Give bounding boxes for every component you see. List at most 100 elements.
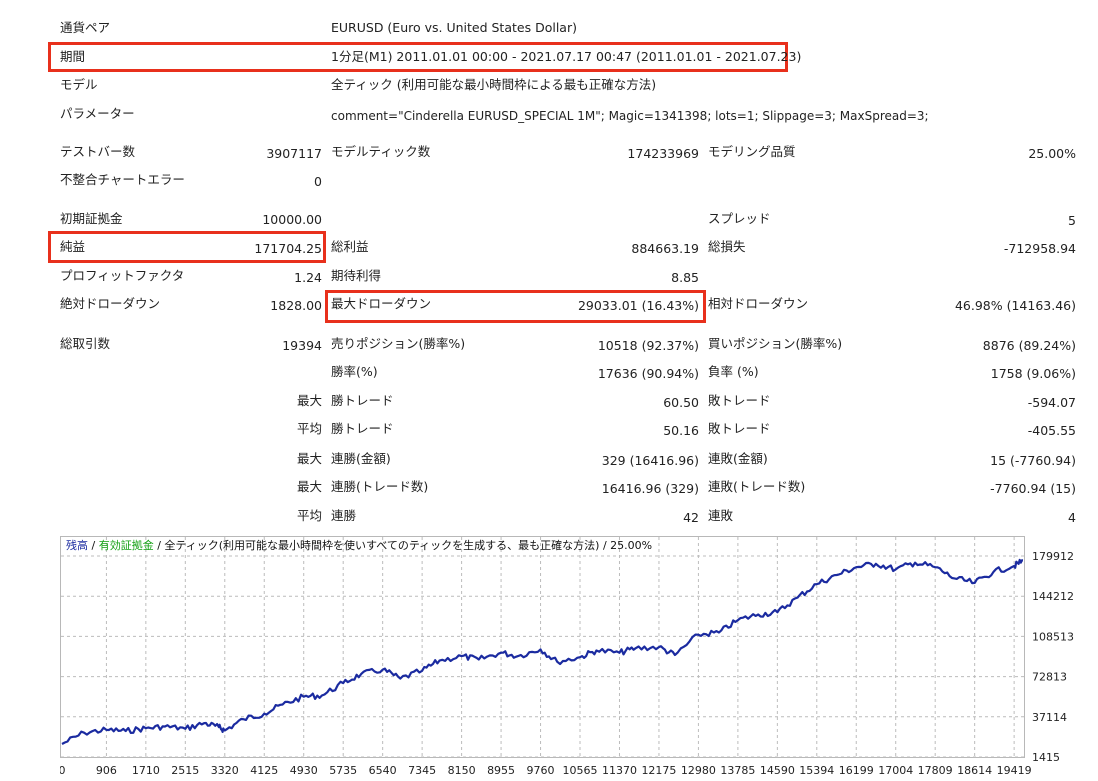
x-tick-label: 7345 — [408, 764, 436, 777]
initial-deposit-label: 初期証拠金 — [60, 211, 123, 226]
y-tick-label: 179912 — [1032, 550, 1074, 563]
x-tick-label: 11370 — [602, 764, 637, 777]
legend-model: 全ティック(利用可能な最小時間枠を使いすべてのティックを生成する、最も正確な方法… — [164, 539, 600, 552]
legend-balance: 残高 — [66, 539, 88, 552]
symbol-value: EURUSD (Euro vs. United States Dollar) — [331, 20, 577, 35]
max-consecutive-count-prefix: 最大 — [296, 479, 322, 494]
legend-separator: / — [88, 539, 99, 552]
absolute-drawdown-value: 1828.00 — [270, 298, 322, 313]
max-consecutive-win-value: 329 (16416.96) — [601, 453, 699, 468]
long-positions-label: 買いポジション(勝率%) — [708, 336, 843, 351]
period-label: 期間 — [60, 49, 86, 64]
maximal-drawdown-value: 29033.01 (16.43%) — [577, 298, 699, 313]
x-tick-label: 12175 — [641, 764, 676, 777]
maximal-drawdown-label: 最大ドローダウン — [331, 296, 432, 311]
relative-drawdown-value: 46.98% (14163.46) — [954, 298, 1076, 313]
gross-profit-value: 884663.19 — [631, 241, 699, 256]
x-tick-label: 18614 — [957, 764, 992, 777]
profit-trades-label: 勝率(%) — [331, 364, 378, 379]
short-positions-value: 10518 (92.37%) — [597, 338, 699, 353]
ticks-modelled-label: モデルティック数 — [331, 144, 431, 159]
x-tick-label: 0 — [60, 764, 66, 777]
gross-loss-value: -712958.94 — [1003, 241, 1076, 256]
profit-factor-label: プロフィットファクタ — [60, 268, 185, 283]
x-tick-label: 4125 — [250, 764, 278, 777]
model-value: 全ティック (利用可能な最小時間枠による最も正確な方法) — [331, 77, 657, 92]
chart-legend: 残高 / 有効証拠金 / 全ティック(利用可能な最小時間枠を使いすべてのティック… — [66, 539, 652, 553]
avg-consecutive-loss-value: 4 — [1068, 510, 1076, 525]
modelling-quality-value: 25.00% — [1028, 146, 1076, 161]
avg-consecutive-prefix: 平均 — [296, 508, 322, 523]
legend-equity: 有効証拠金 — [98, 539, 154, 552]
max-consecutive-count-win-value: 16416.96 (329) — [601, 481, 699, 496]
parameters-value: comment="Cinderella EURUSD_SPECIAL 1M"; … — [331, 109, 929, 123]
short-positions-label: 売りポジション(勝率%) — [331, 336, 466, 351]
bars-tested-label: テストバー数 — [60, 144, 136, 159]
legend-separator: / — [153, 539, 165, 552]
net-profit-label: 純益 — [60, 239, 86, 254]
average-prefix: 平均 — [296, 421, 322, 436]
mismatched-errors-value: 0 — [314, 174, 322, 189]
avg-consecutive-win-label: 連勝 — [331, 508, 357, 523]
largest-loss-label: 敗トレード — [708, 393, 771, 408]
largest-win-value: 60.50 — [663, 395, 699, 410]
model-label: モデル — [60, 77, 98, 92]
max-consecutive-count-loss-label: 連敗(トレード数) — [708, 479, 806, 494]
avg-consecutive-win-value: 42 — [683, 510, 699, 525]
net-profit-highlight — [48, 231, 326, 263]
y-tick-label: 1415 — [1032, 751, 1060, 764]
total-trades-label: 総取引数 — [60, 336, 111, 351]
parameters-label: パラメーター — [60, 106, 135, 121]
x-tick-label: 4930 — [290, 764, 318, 777]
period-value: 1分足(M1) 2011.01.01 00:00 - 2021.07.17 00… — [331, 49, 802, 64]
max-consecutive-win-label: 連勝(金額) — [331, 451, 391, 466]
max-consecutive-loss-value: 15 (-7760.94) — [990, 453, 1076, 468]
x-tick-label: 12980 — [681, 764, 716, 777]
x-tick-label: 3320 — [211, 764, 239, 777]
modelling-quality-label: モデリング品質 — [708, 144, 796, 159]
y-tick-label: 144212 — [1032, 590, 1074, 603]
bars-tested-value: 3907117 — [266, 146, 322, 161]
avg-consecutive-loss-label: 連敗 — [708, 508, 734, 523]
x-tick-label: 5735 — [329, 764, 357, 777]
x-tick-label: 16199 — [839, 764, 874, 777]
largest-win-label: 勝トレード — [331, 393, 394, 408]
balance-series-line — [61, 558, 1024, 745]
gross-loss-label: 総損失 — [708, 239, 746, 254]
x-tick-label: 13785 — [720, 764, 755, 777]
largest-loss-value: -594.07 — [1027, 395, 1076, 410]
loss-trades-value: 1758 (9.06%) — [990, 366, 1076, 381]
y-tick-label: 37114 — [1032, 711, 1067, 724]
net-profit-value: 171704.25 — [254, 241, 322, 256]
profit-trades-value: 17636 (90.94%) — [597, 366, 699, 381]
x-tick-label: 10565 — [563, 764, 598, 777]
ticks-modelled-value: 174233969 — [627, 146, 699, 161]
average-loss-label: 敗トレード — [708, 421, 771, 436]
x-tick-label: 906 — [96, 764, 117, 777]
y-tick-label: 108513 — [1032, 630, 1074, 643]
x-tick-label: 1710 — [132, 764, 160, 777]
x-tick-label: 9760 — [527, 764, 555, 777]
x-tick-label: 17004 — [878, 764, 913, 777]
max-consecutive-count-win-label: 連勝(トレード数) — [331, 479, 429, 494]
average-loss-value: -405.55 — [1027, 423, 1076, 438]
x-tick-label: 2515 — [171, 764, 199, 777]
average-win-value: 50.16 — [663, 423, 699, 438]
total-trades-value: 19394 — [282, 338, 322, 353]
absolute-drawdown-label: 絶対ドローダウン — [60, 296, 161, 311]
x-tick-label: 6540 — [369, 764, 397, 777]
spread-value: 5 — [1068, 213, 1076, 228]
mismatched-errors-label: 不整合チャートエラー — [60, 172, 185, 187]
expected-payoff-value: 8.85 — [671, 270, 699, 285]
max-consecutive-prefix: 最大 — [296, 451, 322, 466]
max-consecutive-count-loss-value: -7760.94 (15) — [990, 481, 1076, 496]
balance-chart: 0 906 1710 2515 3320 4125 4930 5735 6540 7345 8150… — [60, 537, 1074, 777]
x-tick-label: 17809 — [918, 764, 953, 777]
expected-payoff-label: 期待利得 — [331, 268, 382, 283]
symbol-label: 通貨ペア — [60, 20, 111, 35]
period-highlight — [48, 42, 788, 72]
y-tick-label: 72813 — [1032, 671, 1067, 684]
spread-label: スプレッド — [708, 211, 771, 226]
largest-prefix: 最大 — [296, 393, 322, 408]
x-tick-label: 15394 — [799, 764, 834, 777]
